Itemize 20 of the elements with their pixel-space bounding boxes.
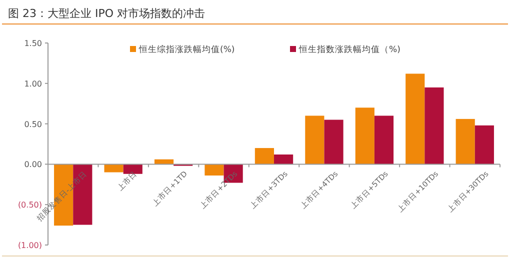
y-tick-label: 1.50	[24, 39, 42, 48]
y-tick-label: (1.00)	[18, 241, 42, 250]
y-tick-label: (0.50)	[18, 200, 42, 210]
bar	[374, 116, 394, 164]
chart-title: 图 23：大型企业 IPO 对市场指数的冲击	[8, 7, 206, 20]
bar	[324, 120, 344, 164]
bar	[355, 108, 374, 164]
y-tick-label: 0.00	[24, 160, 42, 170]
bar	[104, 164, 124, 172]
bar	[424, 87, 444, 164]
bar	[274, 154, 294, 164]
bar	[456, 118, 475, 164]
bar	[305, 116, 324, 164]
legend-label: 恒生指数涨跌幅均值（%)	[298, 44, 400, 55]
legend-label: 恒生综指涨跌幅均值(%)	[138, 44, 235, 55]
bar	[406, 74, 425, 164]
y-tick-label: 0.50	[24, 120, 42, 129]
bar	[254, 148, 274, 164]
bar	[474, 125, 494, 164]
y-tick-label: 1.00	[24, 79, 42, 88]
